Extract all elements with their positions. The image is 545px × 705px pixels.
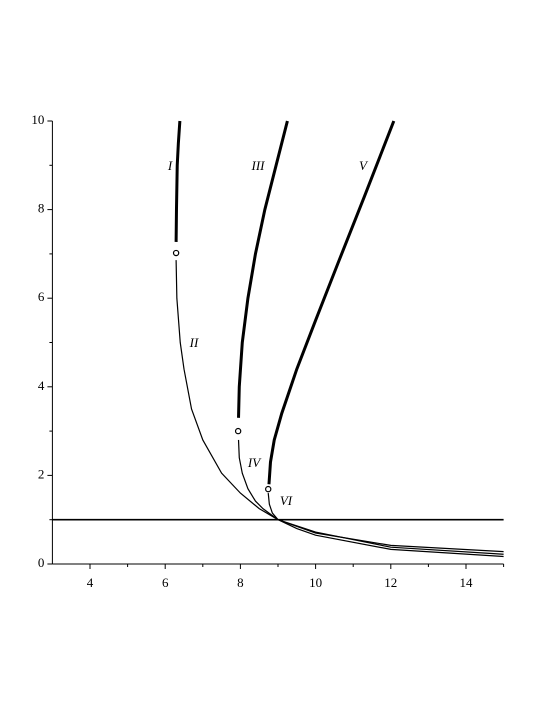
curve <box>237 439 504 555</box>
y-tick-label: 10 <box>31 112 44 127</box>
y-tick-label: 4 <box>38 378 45 393</box>
branch-point <box>265 485 272 493</box>
curve <box>267 493 504 558</box>
curve-label: V <box>359 158 369 173</box>
curve-label: I <box>167 158 173 173</box>
x-tick-label: 10 <box>309 575 322 590</box>
curve <box>267 120 396 485</box>
x-tick-label: 6 <box>162 575 169 590</box>
y-tick-label: 8 <box>38 201 45 216</box>
branch-point <box>172 249 180 257</box>
x-tick-label: 4 <box>87 575 94 590</box>
curve-label: IV <box>247 455 262 470</box>
x-tick-label: 12 <box>384 575 397 590</box>
branch-point <box>234 427 242 435</box>
curve <box>175 260 504 553</box>
x-tick-label: 8 <box>237 575 244 590</box>
curve-label: VI <box>280 493 293 508</box>
y-tick-label: 6 <box>38 289 45 304</box>
curve-label: II <box>189 335 199 350</box>
curve <box>174 120 182 242</box>
curve-label: III <box>251 158 266 173</box>
x-tick-label: 14 <box>460 575 474 590</box>
curve <box>237 120 289 418</box>
y-tick-label: 0 <box>38 555 45 570</box>
y-tick-label: 2 <box>38 466 45 481</box>
